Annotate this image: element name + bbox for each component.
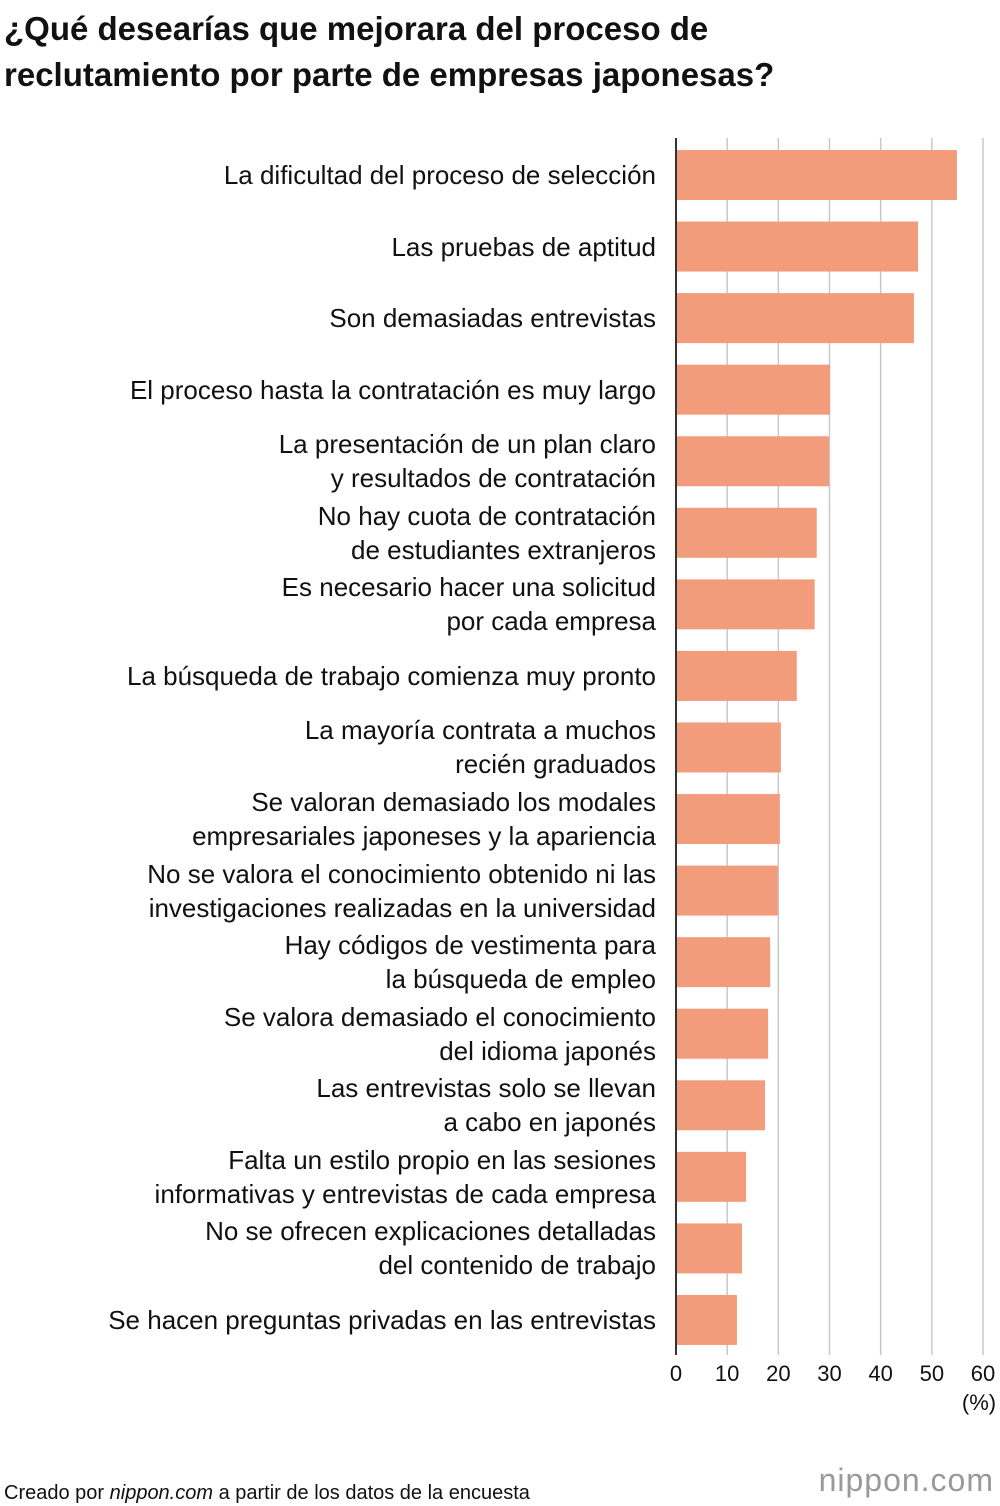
x-unit-label: (%)	[962, 1390, 996, 1415]
x-tick-label: 50	[920, 1361, 944, 1386]
bar	[676, 650, 797, 701]
y-tick-label: Son demasiadas entrevistas	[329, 303, 656, 334]
x-tick-label: 30	[817, 1361, 841, 1386]
y-tick-label: La búsqueda de trabajo comienza muy pron…	[126, 660, 656, 691]
bar	[676, 1294, 737, 1345]
y-tick-label: Falta un estilo propio en las sesiones i…	[154, 1144, 656, 1209]
y-tick-label: El proceso hasta la contratación es muy …	[129, 374, 656, 405]
y-tick-label: Hay códigos de vestimenta para la búsque…	[284, 930, 656, 995]
x-tick-label: 40	[868, 1361, 892, 1386]
x-tick-label: 60	[971, 1361, 995, 1386]
bar	[676, 293, 914, 344]
bar	[676, 722, 781, 773]
y-tick-label: La mayoría contrata a muchos recién grad…	[304, 715, 656, 780]
y-tick-label: No se ofrecen explicaciones detalladas d…	[205, 1216, 656, 1281]
y-tick-label: Se hacen preguntas privadas en las entre…	[108, 1304, 656, 1335]
x-tick-label: 20	[766, 1361, 790, 1386]
source-note: Creado por nippon.com a partir de los da…	[4, 1450, 530, 1506]
bar	[676, 579, 815, 630]
source-site: nippon.com	[109, 1482, 214, 1504]
x-tick-label: 0	[670, 1361, 682, 1386]
bar	[676, 150, 957, 200]
bar	[676, 794, 780, 845]
bar	[676, 1151, 747, 1202]
y-tick-label: La dificultad del proceso de selección	[223, 160, 656, 190]
bar	[676, 507, 817, 558]
source-text: Creado por	[4, 1482, 110, 1504]
y-tick-label: No hay cuota de contratación de estudian…	[317, 500, 656, 565]
bar	[676, 937, 771, 988]
y-tick-label: Se valora demasiado el conocimiento del …	[223, 1001, 656, 1066]
bar	[676, 1080, 766, 1131]
bar	[676, 221, 919, 272]
bar	[676, 436, 829, 487]
y-tick-label: No se valora el conocimiento obtenido ni…	[147, 858, 656, 923]
chart-title: ¿Qué desearías que mejorara del proceso …	[4, 10, 775, 93]
y-tick-label: Se valoran demasiado los modales empresa…	[192, 787, 656, 852]
x-tick-label: 10	[715, 1361, 739, 1386]
source-text: a partir de los datos de la encuesta de …	[218, 1482, 530, 1504]
bar	[676, 1008, 769, 1059]
y-tick-label: Es necesario hacer una solicitud por cad…	[281, 572, 656, 637]
logo: nippon.com	[818, 1462, 994, 1498]
y-tick-label: Las pruebas de aptitud	[391, 231, 656, 262]
y-tick-label: La presentación de un plan claro y resul…	[278, 429, 656, 494]
bar	[676, 364, 831, 415]
bar	[676, 1223, 743, 1274]
bar	[676, 865, 778, 916]
y-tick-label: Las entrevistas solo se llevan a cabo en…	[316, 1073, 656, 1138]
